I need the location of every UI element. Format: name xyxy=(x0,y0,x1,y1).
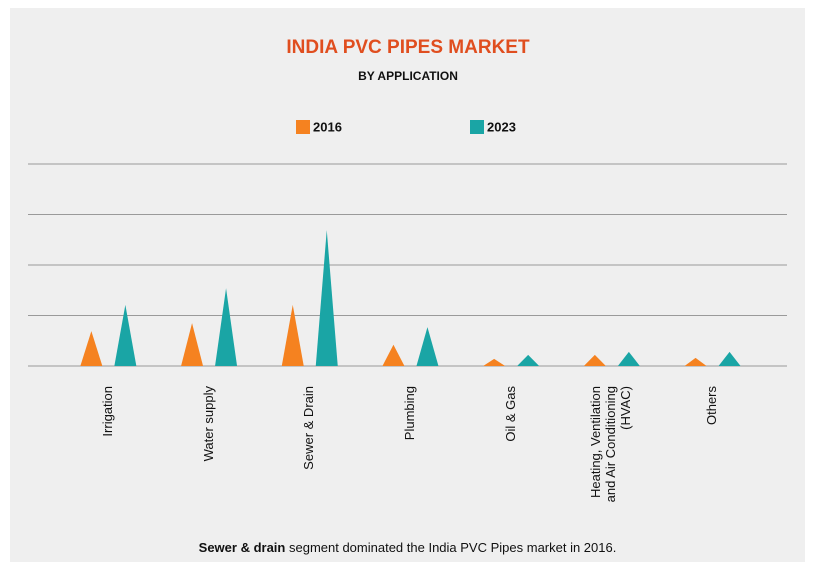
spike xyxy=(684,357,707,366)
legend-label: 2016 xyxy=(313,119,342,134)
x-tick-label: Irrigation xyxy=(99,386,115,437)
spike xyxy=(718,351,741,366)
spike xyxy=(215,288,238,366)
spike xyxy=(483,358,506,366)
legend-swatch xyxy=(470,120,484,134)
x-tick-label: Others xyxy=(704,386,720,426)
x-tick-label: Plumbing xyxy=(401,386,417,441)
x-tick-label: Oil & Gas xyxy=(502,386,518,442)
spike xyxy=(617,351,640,366)
spike xyxy=(416,327,439,366)
chart-title: INDIA PVC PIPES MARKET xyxy=(286,37,530,58)
spike xyxy=(181,323,204,366)
footnote: Sewer & drain segment dominated the Indi… xyxy=(0,540,815,555)
spike xyxy=(517,354,540,366)
spike xyxy=(583,354,606,366)
spike xyxy=(315,230,338,366)
chart-subtitle: BY APPLICATION xyxy=(358,69,458,83)
x-tick-label: Heating, Ventilation and Air Conditionin… xyxy=(588,386,634,503)
x-tick-label: Water supply xyxy=(200,386,216,462)
spike xyxy=(114,304,137,366)
spike xyxy=(80,331,103,366)
x-tick-label: Sewer & Drain xyxy=(301,386,317,470)
legend-swatch xyxy=(296,120,310,134)
spike xyxy=(281,304,304,366)
footnote-bold: Sewer & drain xyxy=(198,540,286,555)
footnote-text: segment dominated the India PVC Pipes ma… xyxy=(288,540,617,555)
card xyxy=(10,8,805,562)
legend-label: 2023 xyxy=(487,119,516,134)
spike xyxy=(382,344,405,366)
